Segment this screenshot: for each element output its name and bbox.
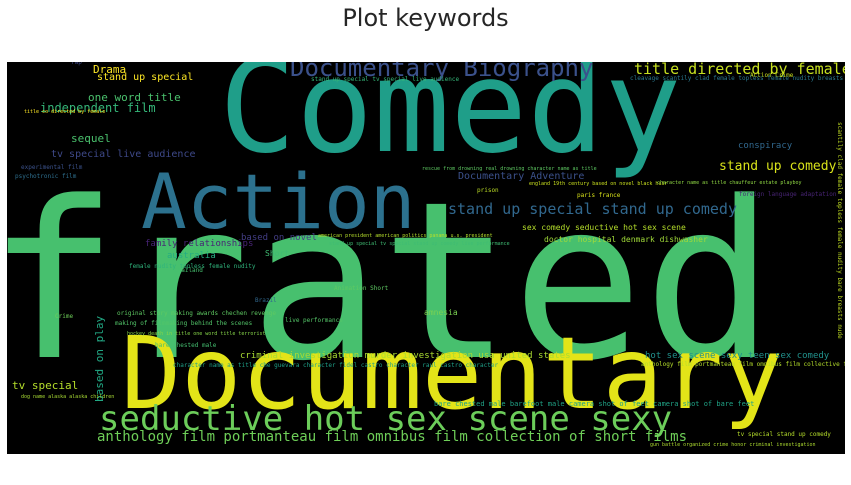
word-bare-chested: bare chested male xyxy=(155,342,217,349)
word-criminal-investigation: criminal investigation murder investigat… xyxy=(240,351,571,361)
word-family-relationships: family relationships xyxy=(145,239,254,249)
word-standup-comedy: stand up comedy xyxy=(719,159,837,174)
word-bare-chested-barefoot: bare chested male barefoot male camera s… xyxy=(434,400,755,408)
word-documentary: Documentary xyxy=(121,315,784,432)
word-making-of: making of filmmaking behind the scenes xyxy=(115,320,253,327)
word-doc-adventure: Documentary Adventure xyxy=(458,171,585,182)
word-crime: Crime xyxy=(55,313,74,320)
word-dog-name-alaska: dog name alaska alaska children xyxy=(21,394,115,400)
word-standup-live-performance: stand up special tv special stand up com… xyxy=(329,241,510,247)
word-australia: australia xyxy=(167,251,216,261)
word-anthology-collective: anthology film portmanteau film omnibus … xyxy=(641,361,845,368)
word-standup-special-comedy: stand up special stand up comedy xyxy=(448,200,737,218)
word-tv-special: tv special xyxy=(12,379,79,392)
word-prison: prison xyxy=(477,187,499,194)
word-rap: rap xyxy=(71,62,82,66)
word-frated: frated xyxy=(7,156,775,409)
word-cloud-image: frated Comedy Documentary Action seducti… xyxy=(7,62,845,454)
word-conspiracy: conspiracy xyxy=(738,141,793,151)
word-hockey-death: hockey death in title one word title ter… xyxy=(127,331,266,337)
word-one-word-title: one word title xyxy=(88,91,181,104)
word-foreign-language: foreign language adaptation xyxy=(739,191,837,198)
word-seductive: seductive hot sex scene sexy xyxy=(99,399,673,439)
word-sex-comedy: sex comedy seductive hot sex scene xyxy=(522,223,686,232)
word-doctor-hospital: doctor hospital denmark dishwasher xyxy=(544,235,708,244)
word-brazil: Brazil xyxy=(255,297,277,304)
word-gun-battle: gun battle organized crime honor crimina… xyxy=(650,442,816,448)
word-hot-sex-teen: hot sex scene sexy teen sex comedy xyxy=(645,351,830,361)
word-amnesia: amnesia xyxy=(424,308,458,317)
word-sequel: sequel xyxy=(71,132,111,145)
word-standup-live-audience: stand up special tv special live audienc… xyxy=(311,76,460,83)
word-title-co-directed: title co directed by female xyxy=(24,109,106,115)
word-thailand: thailand xyxy=(174,267,203,274)
word-tv-special-standup: tv special stand up comedy xyxy=(737,431,831,438)
word-comedy: Comedy xyxy=(219,62,682,182)
word-rescue-drowning: rescue from drowning real drowning chara… xyxy=(422,166,597,172)
word-original-story: original story making awards chechen rev… xyxy=(117,310,276,317)
word-standup-special: stand up special xyxy=(97,72,194,83)
word-independent-film: independent film xyxy=(40,101,156,115)
word-tv-special-live: tv special live audience xyxy=(51,149,196,160)
word-short: Short xyxy=(265,249,290,258)
word-doc-biography: Documentary Biography xyxy=(290,62,594,82)
word-chauffeur: character name as title chauffeur estate… xyxy=(657,180,802,186)
word-psychotronic-film: psychotronic film xyxy=(15,173,77,180)
word-che-guevara: character name as title che guevara char… xyxy=(173,362,499,369)
word-title-directed-female: title directed by female xyxy=(634,62,845,78)
word-england: england 19th century based on novel blac… xyxy=(529,181,668,187)
word-animation-short: Animation Short xyxy=(334,285,389,292)
word-live-performance: live performance xyxy=(285,317,343,324)
word-female-nudity: female nudity topless female nudity xyxy=(129,263,256,270)
word-experimental-film: experimental film xyxy=(21,164,83,171)
word-paris-france: paris france xyxy=(577,192,621,199)
word-cleavage: cleavage scantily clad female topless fe… xyxy=(630,75,844,82)
word-anthology: anthology film portmanteau film omnibus … xyxy=(97,429,688,445)
word-based-on-novel: based on novel xyxy=(241,233,317,243)
word-action-crime: Action Crime xyxy=(750,72,794,79)
word-scantily-clad-nude: scantily clad female topless female nudi… xyxy=(836,122,843,339)
word-drama: Drama xyxy=(93,63,127,76)
word-american-president: american president american politics pan… xyxy=(318,233,493,239)
word-based-on-play: based on play xyxy=(93,315,106,402)
word-action: Action xyxy=(141,157,416,246)
plot-title: Plot keywords xyxy=(342,4,509,32)
